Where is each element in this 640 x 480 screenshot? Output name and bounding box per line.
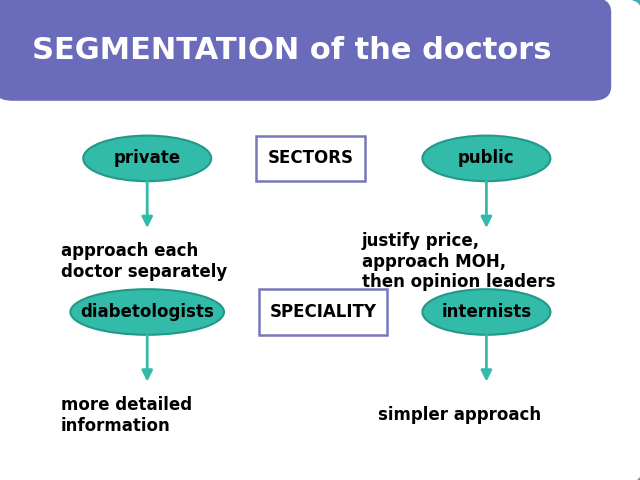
- Text: public: public: [458, 149, 515, 168]
- Ellipse shape: [422, 135, 550, 181]
- Ellipse shape: [83, 135, 211, 181]
- Text: SPECIALITY: SPECIALITY: [269, 303, 377, 321]
- Ellipse shape: [422, 289, 550, 335]
- Text: justify price,
approach MOH,
then opinion leaders: justify price, approach MOH, then opinio…: [362, 232, 555, 291]
- Text: SEGMENTATION of the doctors: SEGMENTATION of the doctors: [32, 36, 552, 65]
- Text: SECTORS: SECTORS: [268, 149, 353, 168]
- Text: more detailed
information: more detailed information: [61, 396, 192, 434]
- FancyBboxPatch shape: [259, 289, 387, 335]
- Text: simpler approach: simpler approach: [378, 406, 541, 424]
- FancyBboxPatch shape: [0, 0, 611, 101]
- FancyBboxPatch shape: [256, 135, 365, 181]
- Ellipse shape: [70, 289, 224, 335]
- Text: diabetologists: diabetologists: [81, 303, 214, 321]
- Text: internists: internists: [442, 303, 531, 321]
- Text: approach each
doctor separately: approach each doctor separately: [61, 242, 227, 281]
- Text: private: private: [114, 149, 180, 168]
